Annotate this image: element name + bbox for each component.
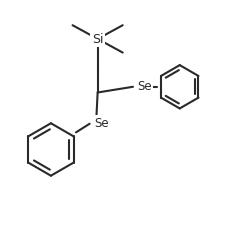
Text: Si: Si [92,33,104,46]
Text: Se: Se [138,80,152,93]
Text: Se: Se [94,116,109,129]
